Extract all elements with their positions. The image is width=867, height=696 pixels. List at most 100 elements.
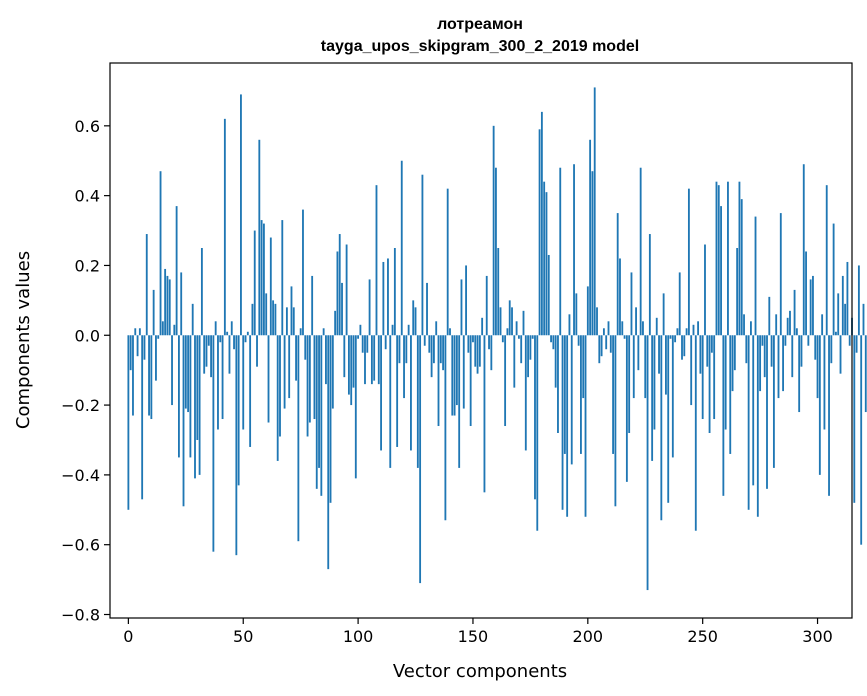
bar-component-188 — [559, 167, 562, 336]
bar-component-160 — [495, 167, 497, 336]
bar-component-141 — [451, 335, 454, 416]
bar-component-265 — [736, 248, 739, 336]
bar-component-63 — [272, 300, 275, 336]
bar-component-22 — [178, 335, 180, 458]
bar-component-134 — [435, 321, 438, 336]
bar-component-162 — [499, 307, 502, 336]
bar-component-219 — [630, 272, 633, 336]
bar-component-237 — [671, 335, 674, 458]
bar-component-23 — [180, 272, 183, 336]
bar-component-46 — [233, 335, 235, 350]
bar-component-238 — [674, 335, 677, 343]
bar-component-212 — [614, 335, 617, 507]
bars-group — [127, 87, 867, 591]
bar-component-179 — [538, 129, 541, 336]
bar-component-4 — [136, 335, 139, 357]
bar-component-218 — [628, 335, 631, 433]
bar-component-306 — [830, 335, 833, 364]
bar-component-42 — [223, 118, 226, 336]
bar-component-241 — [681, 335, 683, 360]
bar-component-246 — [692, 324, 695, 336]
bar-component-288 — [789, 310, 791, 336]
bar-component-35 — [207, 335, 210, 346]
bar-component-34 — [205, 335, 208, 367]
x-tick-label: 200 — [573, 627, 604, 646]
bar-component-99 — [354, 335, 357, 479]
bar-component-96 — [347, 335, 350, 395]
bar-component-39 — [217, 335, 219, 430]
bar-component-131 — [428, 335, 431, 353]
bar-component-133 — [432, 335, 435, 364]
bar-component-196 — [577, 335, 580, 346]
bar-component-101 — [359, 324, 362, 336]
bar-component-264 — [733, 335, 736, 371]
bar-component-312 — [844, 303, 847, 336]
bar-component-303 — [823, 335, 826, 430]
bar-component-314 — [848, 335, 851, 346]
bar-component-1 — [129, 335, 132, 371]
bar-component-202 — [591, 171, 594, 336]
bar-component-180 — [540, 111, 543, 336]
bar-component-11 — [152, 289, 155, 336]
x-tick-label: 250 — [687, 627, 718, 646]
bar-component-12 — [155, 335, 157, 381]
bar-component-13 — [157, 335, 160, 339]
bar-component-144 — [458, 335, 461, 468]
y-tick-label: 0.6 — [75, 117, 100, 136]
bar-component-69 — [285, 307, 288, 336]
bar-component-228 — [651, 335, 654, 461]
bar-component-140 — [449, 328, 451, 336]
bar-component-73 — [295, 335, 297, 381]
bar-component-81 — [313, 335, 316, 420]
bar-component-105 — [368, 279, 371, 336]
bar-component-75 — [299, 328, 302, 336]
bar-component-150 — [472, 335, 474, 343]
bar-component-282 — [775, 314, 778, 336]
bar-component-78 — [306, 335, 309, 437]
bar-component-172 — [522, 310, 525, 336]
bar-component-167 — [511, 307, 513, 336]
bar-component-174 — [527, 335, 530, 378]
bar-component-164 — [504, 335, 507, 427]
bar-component-307 — [832, 223, 835, 336]
bar-component-47 — [235, 335, 238, 556]
bar-component-234 — [665, 335, 667, 395]
bar-component-15 — [161, 321, 164, 336]
bar-component-151 — [474, 335, 477, 367]
bar-component-194 — [573, 164, 575, 336]
bar-component-113 — [387, 258, 389, 336]
bar-component-293 — [800, 335, 803, 367]
bar-component-274 — [756, 335, 759, 517]
bar-component-2 — [132, 335, 134, 416]
y-ticks-group: −0.8 −0.6 −0.4 −0.2 0.0 0.2 0.4 0.6 — [61, 117, 110, 625]
bar-component-229 — [653, 335, 656, 430]
bar-component-122 — [407, 324, 410, 336]
bar-component-276 — [761, 335, 764, 346]
bar-component-95 — [345, 244, 348, 336]
bar-component-70 — [288, 335, 291, 399]
bar-component-16 — [164, 268, 167, 336]
bar-component-20 — [173, 324, 176, 336]
bar-component-111 — [382, 261, 385, 336]
bar-component-318 — [857, 265, 860, 336]
bar-component-243 — [685, 328, 688, 336]
bar-component-304 — [825, 185, 828, 336]
bar-component-249 — [699, 335, 702, 374]
bar-component-24 — [182, 335, 185, 507]
bar-component-292 — [798, 335, 801, 413]
bar-component-198 — [582, 335, 585, 399]
bar-component-192 — [568, 314, 571, 336]
bar-component-273 — [754, 216, 757, 336]
bar-component-214 — [619, 258, 621, 336]
bar-component-126 — [416, 335, 419, 468]
bar-component-7 — [143, 335, 146, 360]
bar-component-211 — [612, 335, 615, 454]
bar-component-80 — [311, 275, 314, 336]
bar-component-29 — [194, 335, 196, 479]
bar-component-239 — [676, 328, 679, 336]
bar-component-155 — [483, 335, 486, 493]
bar-component-48 — [237, 335, 240, 486]
bar-component-178 — [536, 335, 539, 531]
bar-component-31 — [198, 335, 201, 475]
